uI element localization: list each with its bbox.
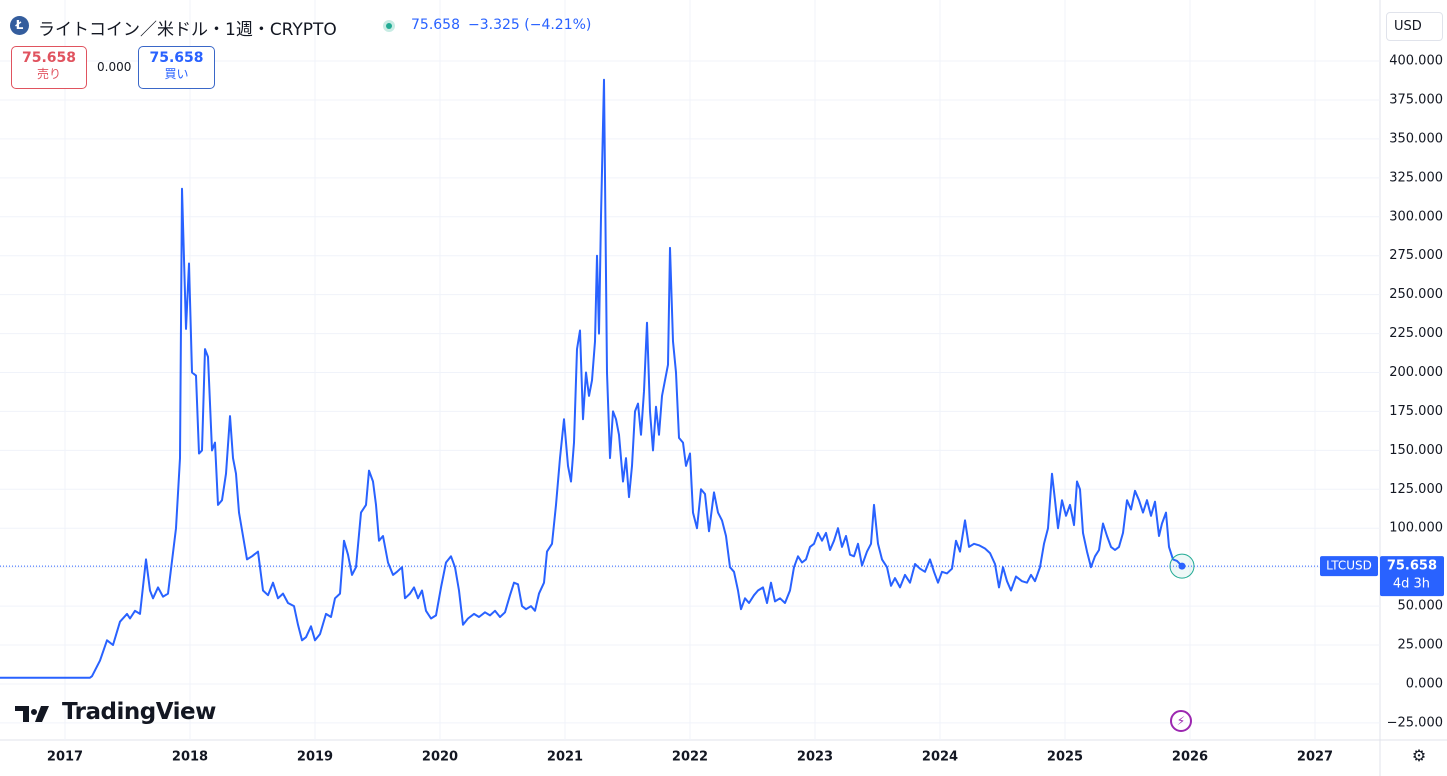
x-tick-label: 2026: [1172, 750, 1208, 765]
price-line: [0, 78, 1183, 679]
x-tick-label: 2024: [922, 750, 958, 765]
y-tick-label: 275.000: [1389, 248, 1443, 263]
header-change: −3.325 (−4.21%): [468, 17, 592, 33]
buy-price: 75.658: [149, 50, 204, 66]
sell-label: 売り: [36, 67, 61, 81]
price-label-bg: [1380, 556, 1444, 597]
symbol-label: LTCUSD: [1326, 559, 1372, 573]
y-tick-label: 350.000: [1389, 131, 1443, 146]
settings-button[interactable]: ⚙: [1411, 746, 1427, 765]
sell-price: 75.658: [21, 50, 77, 66]
y-tick-label: 25.000: [1398, 638, 1444, 653]
tradingview-logo: TradingView: [62, 699, 216, 725]
y-tick-label: 200.000: [1389, 365, 1443, 380]
countdown-label: 4d 3h: [1393, 577, 1430, 592]
y-tick-label: 325.000: [1389, 170, 1443, 185]
y-tick-label: 300.000: [1389, 209, 1443, 224]
sell-button[interactable]: 75.658 売り: [11, 46, 87, 89]
y-tick-label: 100.000: [1389, 521, 1443, 536]
buy-label: 買い: [164, 67, 189, 81]
status-dot: [383, 20, 395, 32]
tradingview-icon: [15, 702, 55, 730]
x-tick-label: 2027: [1297, 750, 1333, 765]
tv-mark: [15, 706, 49, 722]
y-tick-label: 50.000: [1398, 599, 1444, 614]
symbol-label-bg: [1320, 556, 1378, 577]
x-tick-label: 2017: [47, 750, 83, 765]
y-tick-label: 225.000: [1389, 326, 1443, 341]
y-tick-label: 375.000: [1389, 92, 1443, 107]
x-tick-label: 2018: [172, 750, 208, 765]
y-tick-label: 250.000: [1389, 287, 1443, 302]
y-tick-label: 125.000: [1389, 482, 1443, 497]
buy-button[interactable]: 75.658 買い: [138, 46, 215, 89]
x-tick-label: 2023: [797, 750, 833, 765]
symbol-logo: Ł: [10, 16, 29, 35]
y-tick-label: −25.000: [1387, 715, 1443, 730]
y-tick-label: 150.000: [1389, 443, 1443, 458]
y-tick-label: 0.000: [1406, 676, 1443, 691]
x-tick-label: 2020: [422, 750, 458, 765]
x-tick-label: 2021: [547, 750, 583, 765]
x-tick-label: 2019: [297, 750, 333, 765]
symbol-title[interactable]: ライトコイン／米ドル・1週・CRYPTO: [38, 20, 337, 40]
lightning-button[interactable]: ⚡: [1170, 710, 1192, 732]
y-tick-label: 400.000: [1389, 54, 1443, 69]
x-tick-label: 2025: [1047, 750, 1083, 765]
currency-button[interactable]: USD: [1386, 12, 1443, 41]
header-price: 75.658: [411, 17, 460, 33]
price-label: 75.658: [1387, 559, 1437, 574]
y-tick-label: 175.000: [1389, 404, 1443, 419]
x-tick-label: 2022: [672, 750, 708, 765]
spread: 0.000: [97, 60, 132, 74]
